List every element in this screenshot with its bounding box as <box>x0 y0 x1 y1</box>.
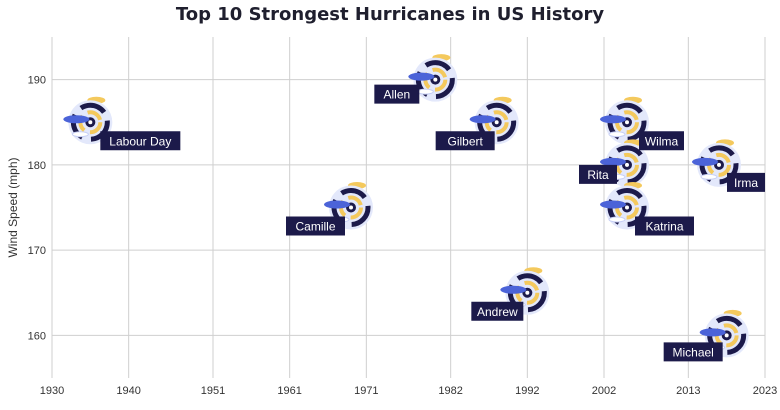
data-label: Andrew <box>471 301 524 321</box>
data-label-text: Irma <box>734 176 758 190</box>
y-tick-label: 170 <box>28 245 46 257</box>
x-tick-label: 1930 <box>40 385 64 397</box>
data-label: Labour Day <box>100 131 181 151</box>
data-label-box <box>471 301 524 321</box>
x-tick-label: 2023 <box>753 385 777 397</box>
y-tick-label: 190 <box>28 75 46 87</box>
data-label-text: Michael <box>672 345 713 359</box>
y-tick-label: 180 <box>28 160 46 172</box>
data-label: Gilbert <box>435 131 495 151</box>
x-tick-label: 1992 <box>515 385 539 397</box>
data-label-text: Allen <box>383 88 410 102</box>
x-tick-label: 1971 <box>354 385 378 397</box>
chart-title: Top 10 Strongest Hurricanes in US Histor… <box>175 4 605 25</box>
data-label: Wilma <box>639 131 684 151</box>
data-label-box <box>286 216 345 236</box>
data-label-text: Gilbert <box>447 134 483 148</box>
data-label-text: Wilma <box>645 134 679 148</box>
data-label-text: Rita <box>587 168 609 182</box>
x-tick-label: 2002 <box>592 385 616 397</box>
data-label: Camille <box>286 216 345 236</box>
data-label-text: Labour Day <box>109 134 171 148</box>
data-label: Allen <box>374 84 420 104</box>
data-label-box <box>639 131 684 151</box>
data-label-text: Katrina <box>645 220 683 234</box>
x-tick-label: 1961 <box>277 385 301 397</box>
y-axis-label: Wind Speed (mph) <box>6 157 20 257</box>
data-label-text: Camille <box>295 220 335 234</box>
data-label-box <box>727 172 765 192</box>
x-tick-label: 1982 <box>438 385 462 397</box>
data-label-box <box>635 216 694 236</box>
data-label-box <box>435 131 495 151</box>
x-tick-label: 2013 <box>676 385 700 397</box>
x-tick-label: 1940 <box>116 385 140 397</box>
x-tick-label: 1951 <box>201 385 225 397</box>
data-label: Irma <box>727 172 765 192</box>
data-label-box <box>579 164 617 184</box>
data-label-text: Andrew <box>477 305 518 319</box>
data-label-box <box>663 342 723 362</box>
y-tick-label: 160 <box>28 330 46 342</box>
data-label: Michael <box>663 342 723 362</box>
data-label-box <box>374 84 420 104</box>
data-label-box <box>100 131 181 151</box>
data-label: Katrina <box>635 216 694 236</box>
data-label: Rita <box>579 164 617 184</box>
